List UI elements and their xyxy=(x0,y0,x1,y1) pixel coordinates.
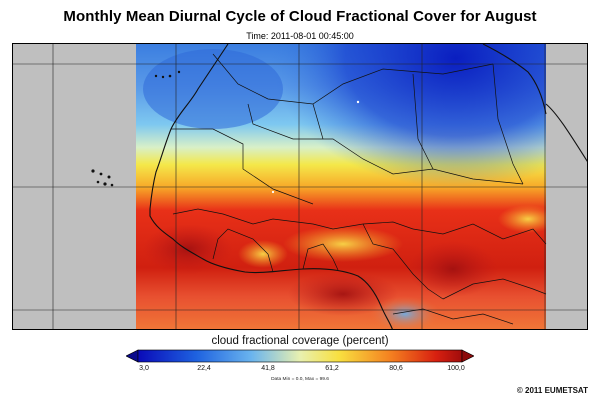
no-data-left xyxy=(13,44,136,329)
map-title: Monthly Mean Diurnal Cycle of Cloud Frac… xyxy=(63,8,537,25)
sahara-station-dots xyxy=(271,100,360,194)
colorbar-tick-label: 100,0 xyxy=(447,365,465,372)
colorbar-tick-label: 22,4 xyxy=(197,365,211,372)
west-coast-dark-red xyxy=(143,224,233,274)
colorbar xyxy=(126,349,474,363)
sahel-yellow-patch xyxy=(283,226,403,262)
country-borders xyxy=(171,53,547,325)
central-dark-red xyxy=(408,241,498,297)
colorbar-tick-label: 3,0 xyxy=(139,365,149,372)
colorbar-gradient xyxy=(137,349,463,363)
lat-lon-grid xyxy=(13,44,587,329)
inland-yellow-patch xyxy=(238,240,288,268)
no-data-right xyxy=(546,44,587,329)
colorbar-tick-label: 61,2 xyxy=(325,365,339,372)
cape-verde-islands xyxy=(91,169,114,187)
map-svg xyxy=(13,44,587,329)
colorbar-tick-label: 80,6 xyxy=(389,365,403,372)
gulf-dark-red xyxy=(288,272,398,316)
cloud-cover-map xyxy=(12,43,588,330)
colorbar-max-arrow xyxy=(461,349,474,363)
data-range-stats: Data Min = 0.0, Max = 99.6 xyxy=(271,377,329,382)
south-blue-patch xyxy=(370,296,440,329)
copyright-notice: © 2011 EUMETSAT xyxy=(516,386,588,395)
east-yellow-patch xyxy=(498,205,558,233)
time-label: Time: 2011-08-01 00:45:00 xyxy=(246,31,354,41)
colorbar-label: cloud fractional coverage (percent) xyxy=(211,335,389,347)
colorbar-tick-label: 41,8 xyxy=(261,365,275,372)
nw-blue-zone xyxy=(143,49,283,129)
colorbar-min-arrow xyxy=(126,349,139,363)
canary-islands xyxy=(154,70,181,79)
coastlines xyxy=(149,44,587,329)
